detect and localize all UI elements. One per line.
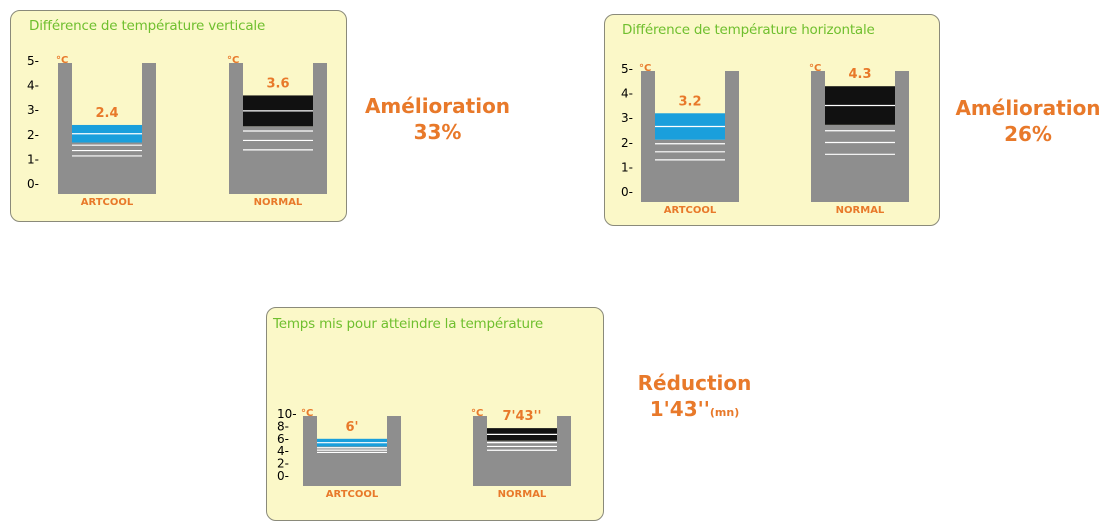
- unit-label: °C: [471, 408, 483, 419]
- chart-svg: 0-2-4-6-8-10- °C 6' ARTCOOL °C 7'43'' NORMAL: [277, 407, 571, 500]
- chart-panel-time: Temps mis pour atteindre la température …: [266, 307, 604, 521]
- cup-right-wall: [557, 416, 571, 486]
- data-label: 2.4: [95, 106, 118, 121]
- cup-left-wall: [641, 71, 655, 202]
- y-tick-label: 0-: [27, 177, 39, 191]
- result-value: 33%: [413, 120, 462, 144]
- cup-left-wall: [303, 416, 317, 486]
- result-value-row: 1'43''(mn): [612, 396, 777, 422]
- y-tick-label: 4-: [277, 444, 289, 458]
- chart-panel-horizontal: Différence de température horizontale 0-…: [604, 14, 940, 226]
- category-label: ARTCOOL: [326, 489, 379, 500]
- y-tick-label: 1-: [621, 160, 633, 174]
- bar-fill: [825, 124, 895, 172]
- result-label: Amélioration: [364, 94, 511, 118]
- unit-label: °C: [227, 55, 239, 66]
- cup-base: [655, 172, 725, 202]
- cup-base: [317, 456, 387, 486]
- y-tick-label: 5-: [621, 62, 633, 76]
- cup-left-wall: [473, 416, 487, 486]
- data-label: 6': [345, 420, 358, 435]
- cup-base: [243, 164, 313, 194]
- category-label: ARTCOOL: [81, 197, 134, 208]
- result-unit: (mn): [709, 406, 740, 419]
- category-label: NORMAL: [498, 489, 547, 500]
- chart-svg: 0- 1- 2- 3- 4- 5- °C 3.2 ARTCOOL °C 4.3 NORMAL: [621, 62, 909, 216]
- unit-label: °C: [639, 63, 651, 74]
- unit-label: °C: [56, 55, 68, 66]
- cup-base: [72, 164, 142, 194]
- bar-fill: [72, 142, 142, 164]
- cup-right-wall: [895, 71, 909, 202]
- y-tick-label: 8-: [277, 419, 289, 433]
- y-tick-label: 4-: [27, 79, 39, 93]
- result-box: Amélioration 26%: [943, 95, 1113, 147]
- result-value: 1'43'': [649, 397, 710, 421]
- chart-panel-vertical: Différence de température verticale 0- 1-…: [10, 10, 347, 222]
- data-label: 7'43'': [502, 409, 541, 424]
- cup-base: [487, 456, 557, 486]
- y-tick-label: 2-: [621, 136, 633, 150]
- y-tick-label: 4-: [621, 87, 633, 101]
- cup-base: [825, 172, 895, 202]
- chart-title: Temps mis pour atteindre la température: [273, 316, 544, 332]
- cup-right-wall: [387, 416, 401, 486]
- data-label: 4.3: [848, 67, 871, 82]
- y-tick-label: 10-: [277, 407, 297, 421]
- category-label: ARTCOOL: [664, 205, 717, 216]
- y-tick-label: 0-: [277, 469, 289, 483]
- y-tick-label: 3-: [621, 111, 633, 125]
- data-label: 3.2: [678, 94, 701, 109]
- y-tick-label: 2-: [277, 457, 289, 471]
- chart-svg: 0- 1- 2- 3- 4- 5- °C 2.4 ARTCOOL °C 3.6 NORMAL: [27, 54, 327, 208]
- category-label: NORMAL: [254, 197, 303, 208]
- cup-left-wall: [58, 63, 72, 194]
- cup-right-wall: [313, 63, 327, 194]
- result-label: Amélioration: [955, 96, 1101, 120]
- unit-label: °C: [809, 63, 821, 74]
- result-value: 26%: [1004, 122, 1052, 146]
- cup-left-wall: [229, 63, 243, 194]
- chart-title: Différence de température horizontale: [622, 22, 875, 38]
- result-box: Amélioration 33%: [350, 93, 525, 145]
- y-tick-label: 3-: [27, 103, 39, 117]
- cup-right-wall: [142, 63, 156, 194]
- category-label: NORMAL: [836, 205, 885, 216]
- cup-right-wall: [725, 71, 739, 202]
- y-tick-label: 6-: [277, 432, 289, 446]
- unit-label: °C: [301, 408, 313, 419]
- bar-fill: [655, 139, 725, 172]
- bar-fill: [487, 440, 557, 456]
- chart-title: Différence de température verticale: [29, 18, 266, 34]
- bar-fill: [243, 126, 313, 164]
- y-tick-label: 5-: [27, 54, 39, 68]
- y-tick-label: 0-: [621, 185, 633, 199]
- data-label: 3.6: [266, 76, 289, 91]
- result-label: Réduction: [637, 371, 752, 395]
- bar-fill: [317, 446, 387, 456]
- cup-left-wall: [811, 71, 825, 202]
- result-box: Réduction 1'43''(mn): [612, 370, 777, 422]
- y-tick-label: 1-: [27, 152, 39, 166]
- y-tick-label: 2-: [27, 128, 39, 142]
